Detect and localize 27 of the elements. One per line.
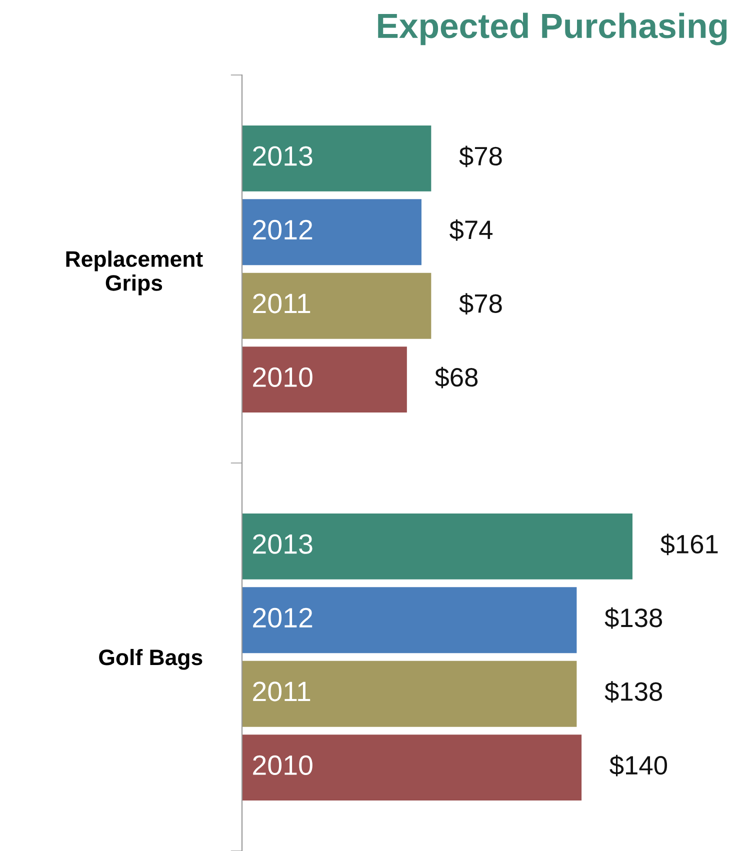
series-label: 2011 <box>253 294 310 314</box>
data-label: $138 <box>604 607 662 629</box>
series-label: 2013 <box>253 146 312 166</box>
y-tick-label: Replacement Grips <box>66 250 203 296</box>
series-label: 2010 <box>253 367 312 388</box>
data-label: $138 <box>604 681 662 703</box>
data-label: $78 <box>459 293 502 315</box>
data-label: $161 <box>660 534 718 556</box>
text: 2011 <box>253 682 310 702</box>
series-label: 2012 <box>253 220 312 240</box>
bar <box>242 346 407 413</box>
y-tick-label: Golf Bags <box>99 648 202 670</box>
data-label: $140 <box>610 754 667 776</box>
data-label: $74 <box>450 219 493 241</box>
data-label: $78 <box>459 146 502 168</box>
text: 2010 <box>253 755 312 776</box>
bar <box>242 734 582 801</box>
bar <box>242 125 432 192</box>
text: 2013 <box>253 534 312 554</box>
text: 2012 <box>253 608 312 628</box>
bar <box>242 199 422 266</box>
bar <box>242 513 632 580</box>
chart-title: Expected Purchasing <box>378 12 727 46</box>
data-label: $68 <box>434 366 478 388</box>
bar <box>242 660 577 727</box>
bar <box>242 587 577 654</box>
bar <box>242 272 432 339</box>
